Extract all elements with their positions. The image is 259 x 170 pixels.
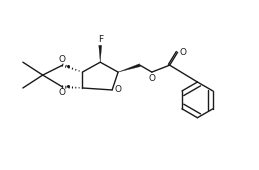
Text: O: O [148, 74, 155, 83]
Polygon shape [99, 45, 102, 62]
Polygon shape [118, 64, 140, 72]
Text: O: O [58, 88, 65, 97]
Text: O: O [179, 48, 186, 57]
Text: O: O [58, 55, 65, 64]
Text: F: F [98, 35, 103, 44]
Text: O: O [114, 86, 121, 95]
